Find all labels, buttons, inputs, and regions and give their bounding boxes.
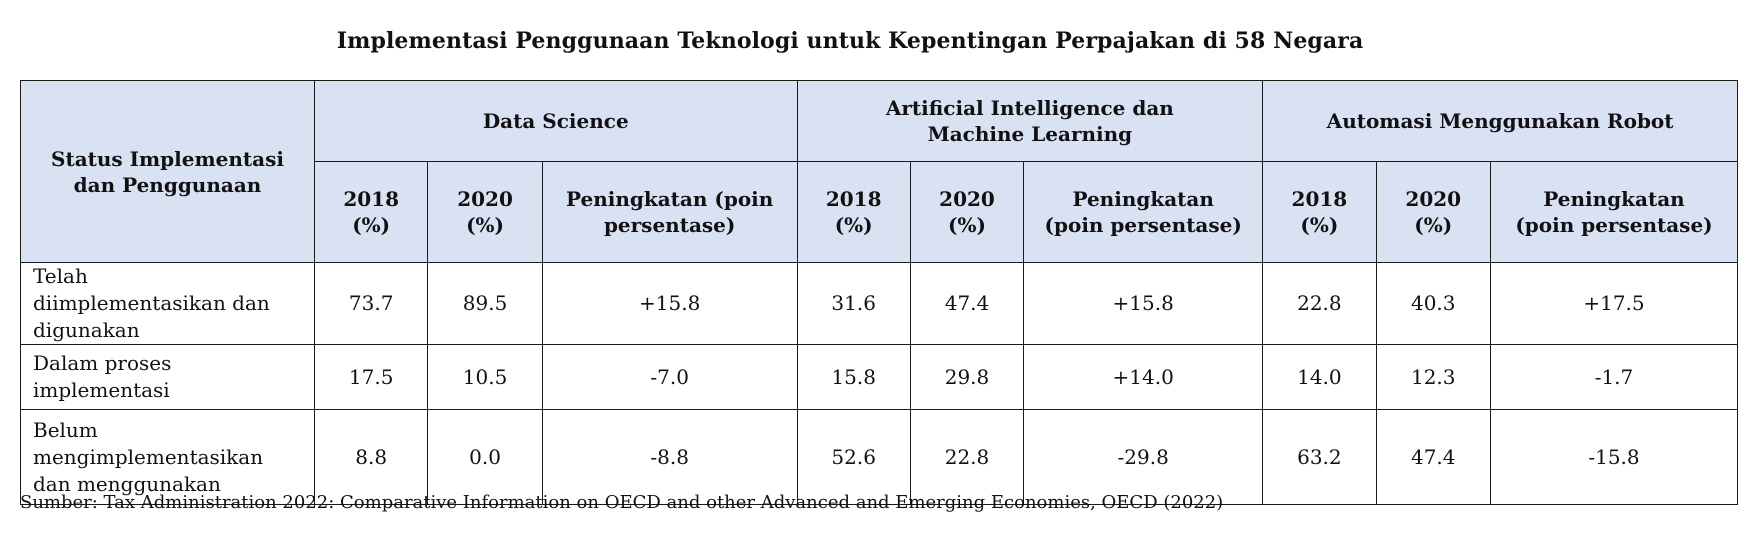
table-cell: 31.6 bbox=[796, 262, 911, 345]
table-cell: +17.5 bbox=[1489, 262, 1739, 345]
table-cell: 0.0 bbox=[427, 409, 543, 505]
table-cell: 63.2 bbox=[1262, 409, 1377, 505]
table-cell: 10.5 bbox=[427, 344, 543, 410]
table-cell: 52.6 bbox=[796, 409, 911, 505]
table-title: Implementasi Penggunaan Teknologi untuk … bbox=[336, 28, 1364, 54]
column-header: 2018 (%) bbox=[313, 161, 429, 263]
row-label: Belum mengimplementasikan dan menggunaka… bbox=[20, 409, 315, 505]
column-header: Peningkatan (poin persentase) bbox=[1489, 161, 1739, 263]
source-note: Sumber: Tax Administration 2022: Compara… bbox=[20, 492, 1224, 513]
group-header-data-science: Data Science bbox=[314, 80, 798, 162]
column-header: Peningkatan (poin persentase) bbox=[541, 161, 798, 263]
column-header: 2020 (%) bbox=[1375, 161, 1491, 263]
table-cell: +15.8 bbox=[541, 262, 798, 345]
row-label: Telah diimplementasikan dan digunakan bbox=[20, 262, 315, 345]
table-cell: -1.7 bbox=[1489, 344, 1739, 410]
table-cell: -8.8 bbox=[541, 409, 798, 505]
table-row: Belum mengimplementasikan dan menggunaka… bbox=[20, 409, 1739, 505]
column-header: 2020 (%) bbox=[909, 161, 1025, 263]
column-header: Peningkatan (poin persentase) bbox=[1023, 161, 1264, 263]
table-row: Dalam proses implementasi 17.5 10.5 -7.0… bbox=[20, 344, 1739, 410]
data-table: Status Implementasi dan Penggunaan Data … bbox=[20, 80, 1739, 505]
table-cell: +15.8 bbox=[1023, 262, 1264, 345]
table-cell: -15.8 bbox=[1489, 409, 1739, 505]
column-header-row: 2018 (%) 2020 (%) Peningkatan (poin pers… bbox=[21, 161, 1739, 263]
table-row: Telah diimplementasikan dan digunakan 73… bbox=[20, 262, 1739, 345]
table-cell: 15.8 bbox=[796, 344, 911, 410]
table-cell: 8.8 bbox=[313, 409, 429, 505]
column-header: 2018 (%) bbox=[1262, 161, 1377, 263]
column-header: 2018 (%) bbox=[796, 161, 911, 263]
table-cell: 29.8 bbox=[909, 344, 1025, 410]
table-cell: 47.4 bbox=[909, 262, 1025, 345]
table-cell: +14.0 bbox=[1023, 344, 1264, 410]
group-header-ai-ml: Artificial Intelligence dan Machine Lear… bbox=[796, 80, 1264, 162]
table-cell: 47.4 bbox=[1375, 409, 1491, 505]
row-header-cell: Status Implementasi dan Penggunaan bbox=[20, 80, 315, 263]
table-cell: 17.5 bbox=[313, 344, 429, 410]
table-cell: 40.3 bbox=[1375, 262, 1491, 345]
row-label: Dalam proses implementasi bbox=[20, 344, 315, 410]
table-cell: 89.5 bbox=[427, 262, 543, 345]
table-cell: 22.8 bbox=[1262, 262, 1377, 345]
group-header-row: Status Implementasi dan Penggunaan Data … bbox=[20, 80, 1738, 263]
table-cell: 14.0 bbox=[1262, 344, 1377, 410]
table-cell: 12.3 bbox=[1375, 344, 1491, 410]
table-cell: 73.7 bbox=[313, 262, 429, 345]
table-cell: -7.0 bbox=[541, 344, 798, 410]
column-header: 2020 (%) bbox=[427, 161, 543, 263]
table-cell: 22.8 bbox=[909, 409, 1025, 505]
table-cell: -29.8 bbox=[1023, 409, 1264, 505]
group-header-robot-automation: Automasi Menggunakan Robot bbox=[1262, 80, 1738, 162]
